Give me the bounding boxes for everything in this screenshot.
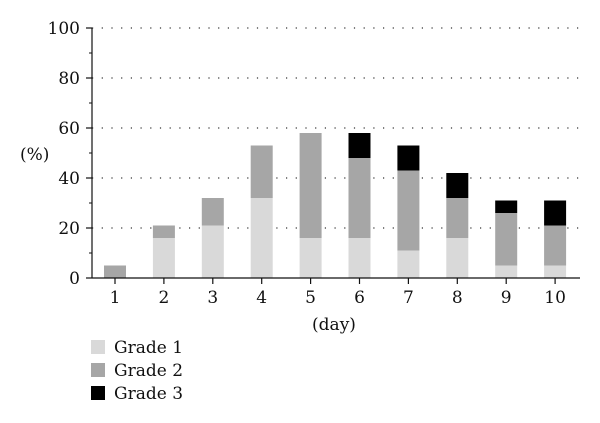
legend-swatch: [91, 340, 105, 354]
bar-segment-grade-1: [397, 250, 420, 278]
bar-segment-grade-1: [250, 198, 273, 278]
bar-segment-grade-2: [544, 225, 567, 266]
legend-label: Grade 3: [114, 384, 183, 404]
bar-segment-grade-2: [348, 158, 371, 238]
x-tick-label: 1: [110, 288, 121, 308]
bar-segment-grade-2: [152, 225, 175, 238]
y-tick-label: 40: [58, 169, 80, 189]
bar-segment-grade-1: [544, 265, 567, 278]
bar-segment-grade-1: [495, 265, 518, 278]
x-tick-label: 6: [354, 288, 365, 308]
bar-segment-grade-3: [397, 145, 420, 171]
bar-segment-grade-2: [495, 213, 518, 266]
bar-segment-grade-3: [544, 200, 567, 226]
bar-segment-grade-1: [446, 238, 469, 278]
bar-segment-grade-3: [446, 173, 469, 198]
x-axis-title: (day): [312, 315, 356, 335]
y-tick-label: 60: [58, 119, 80, 139]
bar-segment-grade-1: [152, 238, 175, 278]
bar-segment-grade-2: [446, 198, 469, 238]
legend-swatch: [91, 363, 105, 377]
bar-segment-grade-1: [299, 238, 322, 278]
y-tick-label: 20: [58, 219, 80, 239]
x-tick-labels: 1 2 3 4 5 6 7 8 9 10: [110, 288, 566, 308]
bar-segment-grade-3: [348, 133, 371, 158]
tick-marks: [86, 27, 556, 284]
bar-segment-grade-1: [348, 238, 371, 278]
y-tick-label: 0: [69, 269, 80, 289]
x-tick-label: 9: [501, 288, 512, 308]
x-tick-label: 5: [305, 288, 316, 308]
bar-segment-grade-2: [104, 265, 126, 278]
legend-label: Grade 1: [114, 338, 183, 358]
y-tick-label: 100: [48, 19, 80, 39]
y-tick-labels: 0 20 40 60 80 100: [48, 19, 80, 289]
x-tick-label: 3: [207, 288, 218, 308]
bar-segment-grade-2: [299, 133, 322, 238]
x-tick-label: 8: [452, 288, 463, 308]
x-tick-label: 4: [256, 288, 267, 308]
legend-label: Grade 2: [114, 361, 183, 381]
y-axis-title: (%): [20, 145, 49, 165]
bar-segment-grade-2: [397, 170, 420, 251]
y-tick-label: 80: [58, 69, 80, 89]
bar-segment-grade-1: [201, 225, 224, 278]
x-tick-label: 10: [544, 288, 566, 308]
legend: Grade 1 Grade 2 Grade 3: [91, 338, 183, 404]
x-tick-label: 7: [403, 288, 414, 308]
legend-swatch: [91, 386, 105, 400]
bars: [104, 133, 567, 278]
bar-segment-grade-2: [250, 145, 273, 198]
bar-segment-grade-3: [495, 200, 518, 213]
x-tick-label: 2: [158, 288, 169, 308]
gridlines: [92, 27, 580, 229]
bar-segment-grade-2: [201, 198, 224, 226]
